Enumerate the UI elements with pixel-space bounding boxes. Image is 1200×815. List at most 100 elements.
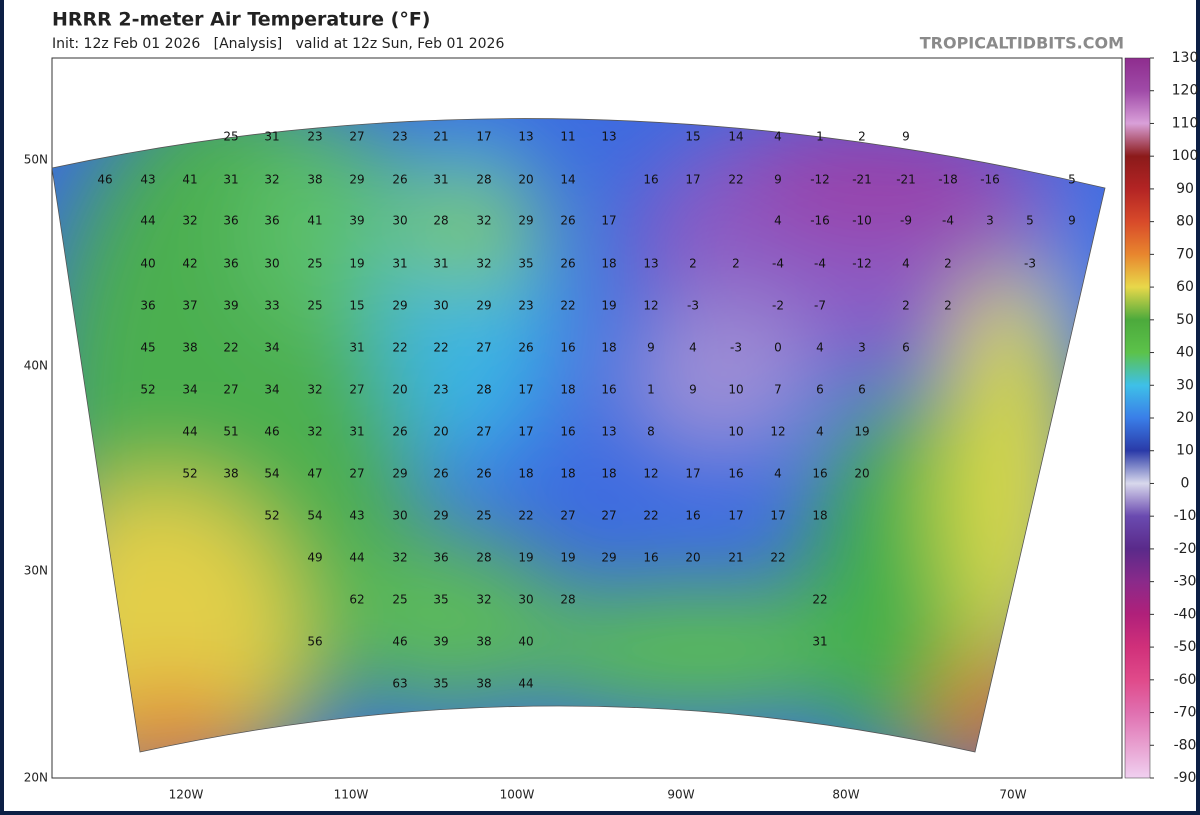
- station-value: 5: [1068, 173, 1076, 187]
- station-value: -12: [852, 257, 872, 271]
- station-value: 10: [728, 383, 743, 397]
- lon-label: 80W: [832, 788, 859, 802]
- station-value: 4: [816, 425, 824, 439]
- station-value: 32: [307, 383, 322, 397]
- colorbar-tick-label: -30: [1174, 574, 1197, 590]
- station-value: -4: [772, 257, 784, 271]
- station-value: 29: [392, 299, 407, 313]
- station-value: 20: [685, 551, 700, 565]
- station-value: -3: [1024, 257, 1036, 271]
- station-value: 20: [392, 383, 407, 397]
- station-value: 16: [601, 383, 616, 397]
- lon-label: 70W: [999, 788, 1026, 802]
- station-value: 26: [392, 425, 407, 439]
- station-value: 16: [643, 173, 658, 187]
- station-value: 6: [858, 383, 866, 397]
- station-value: 44: [349, 551, 364, 565]
- station-value: 31: [349, 425, 364, 439]
- station-value: 26: [392, 173, 407, 187]
- station-value: 8: [647, 425, 655, 439]
- station-value: 44: [182, 425, 197, 439]
- station-value: 30: [392, 214, 407, 228]
- station-value: 16: [685, 509, 700, 523]
- station-value: 21: [433, 130, 448, 144]
- station-value: 54: [307, 509, 322, 523]
- colorbar-tick-label: 20: [1176, 410, 1194, 426]
- station-value: 32: [476, 214, 491, 228]
- station-value: 17: [685, 467, 700, 481]
- station-value: 34: [264, 341, 279, 355]
- station-value: 30: [433, 299, 448, 313]
- station-value: 25: [307, 257, 322, 271]
- domain-outline: [51, 118, 1106, 753]
- station-value: 4: [902, 257, 910, 271]
- station-value: 46: [264, 425, 279, 439]
- colorbar-tick-label: -60: [1174, 672, 1197, 688]
- colorbar-tick-label: 40: [1176, 345, 1194, 361]
- colorbar-tick-label: 80: [1176, 214, 1194, 230]
- station-value: 22: [770, 551, 785, 565]
- station-value: 34: [182, 383, 197, 397]
- station-value: 25: [476, 509, 491, 523]
- station-value: 30: [392, 509, 407, 523]
- station-value: 18: [560, 383, 575, 397]
- subtitle: Init: 12z Feb 01 2026 [Analysis] valid a…: [52, 36, 504, 52]
- station-value: 26: [560, 214, 575, 228]
- station-value: 38: [182, 341, 197, 355]
- colorbar-tick-label: 90: [1176, 181, 1194, 197]
- station-value: 2: [689, 257, 697, 271]
- lon-label: 100W: [500, 788, 535, 802]
- station-value: 32: [392, 551, 407, 565]
- station-value: -4: [814, 257, 826, 271]
- station-value: 56: [307, 635, 322, 649]
- station-value: 2: [732, 257, 740, 271]
- station-value: 17: [601, 214, 616, 228]
- station-value: -2: [772, 299, 784, 313]
- station-value: 63: [392, 677, 407, 691]
- station-value: -4: [942, 214, 954, 228]
- station-value: -10: [852, 214, 872, 228]
- station-value: 31: [264, 130, 279, 144]
- colorbar-tick-label: 50: [1176, 312, 1194, 328]
- station-value: 41: [307, 214, 322, 228]
- station-value: 17: [770, 509, 785, 523]
- station-value: 45: [140, 341, 155, 355]
- watermark: TROPICALTIDBITS.COM: [920, 34, 1124, 53]
- station-value: 44: [518, 677, 533, 691]
- station-value: 16: [643, 551, 658, 565]
- colorbar-tick-label: -10: [1174, 508, 1197, 524]
- station-value: 16: [728, 467, 743, 481]
- station-value: 54: [264, 467, 279, 481]
- station-value: 13: [643, 257, 658, 271]
- colorbar-tick-label: 10: [1176, 443, 1194, 459]
- station-value: 43: [349, 509, 364, 523]
- station-value: 4: [816, 341, 824, 355]
- station-value: 29: [349, 173, 364, 187]
- station-value: 36: [223, 214, 238, 228]
- colorbar-tick-label: 120: [1172, 83, 1199, 99]
- station-value: 15: [685, 130, 700, 144]
- station-value: 18: [560, 467, 575, 481]
- station-value: -3: [687, 299, 699, 313]
- station-value: 6: [816, 383, 824, 397]
- station-value: 5: [1026, 214, 1034, 228]
- station-value: 22: [560, 299, 575, 313]
- station-value: 38: [223, 467, 238, 481]
- station-value: 29: [433, 509, 448, 523]
- station-value: 17: [476, 130, 491, 144]
- station-value: 19: [560, 551, 575, 565]
- station-value: 52: [140, 383, 155, 397]
- colorbar-tick-label: 110: [1172, 115, 1199, 131]
- station-value: 23: [433, 383, 448, 397]
- station-value: 9: [1068, 214, 1076, 228]
- colorbar-tick-label: 60: [1176, 279, 1194, 295]
- station-value: 35: [433, 677, 448, 691]
- lat-label: 20N: [24, 771, 48, 785]
- colorbar-tick-label: -20: [1174, 541, 1197, 557]
- station-value: 34: [264, 383, 279, 397]
- station-value: 4: [774, 214, 782, 228]
- station-value: 19: [518, 551, 533, 565]
- station-value: 11: [560, 130, 575, 144]
- station-value: 36: [264, 214, 279, 228]
- station-value: 18: [601, 341, 616, 355]
